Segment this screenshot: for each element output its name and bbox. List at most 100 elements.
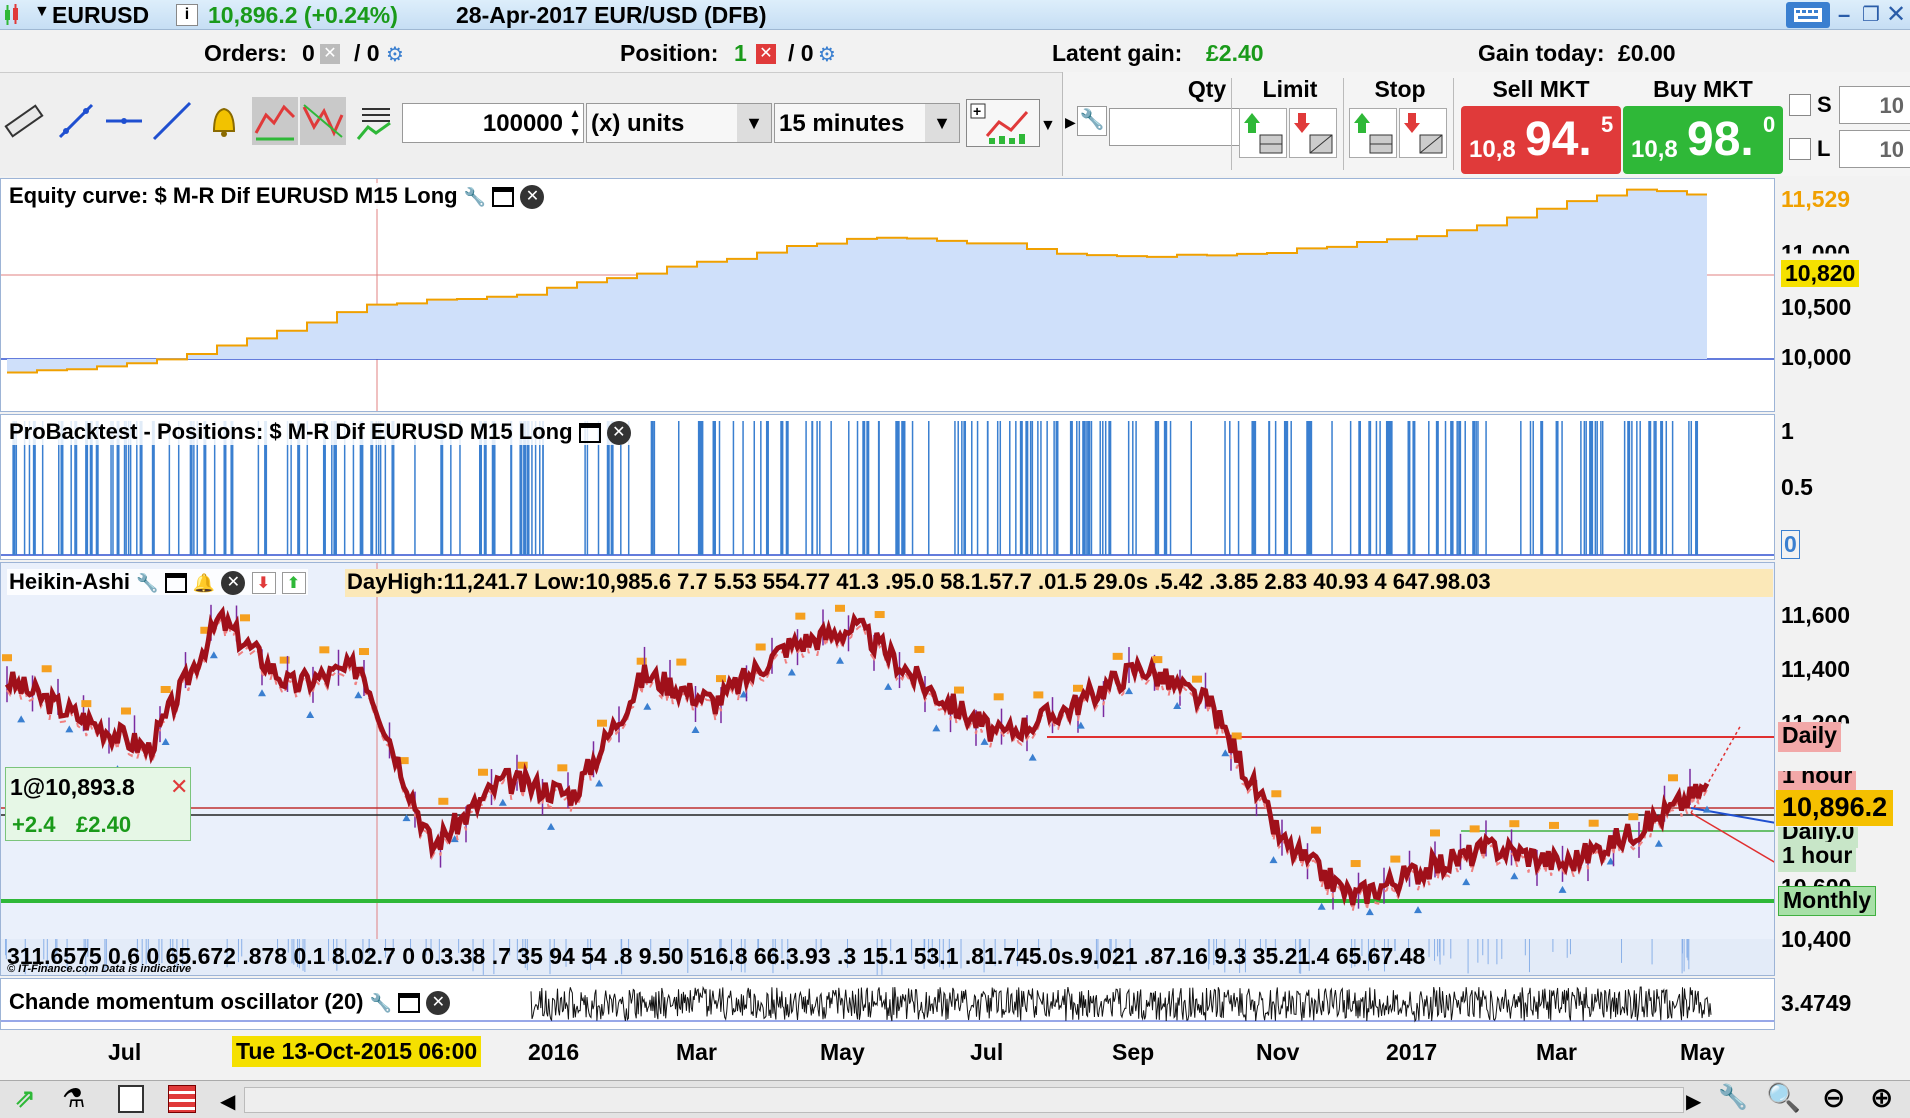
limit-sell-icon[interactable] bbox=[1289, 108, 1337, 158]
maximize-icon[interactable] bbox=[164, 573, 187, 594]
add-indicator-icon[interactable]: + bbox=[966, 99, 1040, 147]
wrench-icon[interactable]: 🔧 bbox=[369, 993, 393, 1013]
position-settings-icon[interactable]: ⚙ bbox=[818, 44, 836, 66]
heikin-ashi-chart[interactable] bbox=[1, 563, 1775, 976]
line-tool-icon[interactable] bbox=[56, 101, 96, 141]
buy-market-button[interactable]: 10,8 98. 0 bbox=[1623, 106, 1783, 174]
stack-icon[interactable] bbox=[168, 1085, 196, 1113]
chart-type-icon[interactable]: ⇗ bbox=[14, 1083, 36, 1113]
stop-buy-icon[interactable] bbox=[1349, 108, 1397, 158]
instrument-dropdown-icon[interactable]: ▼ bbox=[34, 3, 50, 20]
gain-today-value: £0.00 bbox=[1618, 40, 1676, 66]
close-icon[interactable]: ✕ bbox=[520, 185, 545, 210]
indicator-icon[interactable]: ⚗ bbox=[62, 1083, 86, 1113]
position-tag[interactable]: 1@10,893.8 ✕ +2.4 £2.40 bbox=[5, 767, 191, 841]
sell-market-button[interactable]: 10,8 94. 5 bbox=[1461, 106, 1621, 174]
wrench-icon[interactable]: 🔧 bbox=[463, 187, 487, 207]
zoom-fit-icon[interactable]: 🔍 bbox=[1766, 1082, 1801, 1113]
scroll-right-icon[interactable]: ▶ bbox=[1686, 1091, 1702, 1113]
buy-marker bbox=[1028, 753, 1037, 761]
timeframe-select[interactable]: 15 minutes ▼ bbox=[774, 103, 960, 143]
close-window-icon[interactable]: ✕ bbox=[1886, 1, 1907, 28]
equity-line bbox=[7, 188, 1707, 374]
stop-checkbox[interactable] bbox=[1789, 94, 1811, 116]
buy-price-fraction: 0 bbox=[1763, 112, 1776, 137]
zoom-in-icon[interactable]: ⊕ bbox=[1870, 1082, 1894, 1113]
buy-marker bbox=[354, 691, 363, 699]
keyboard-icon[interactable] bbox=[1786, 2, 1830, 28]
close-icon[interactable]: ✕ bbox=[606, 421, 631, 446]
horizontal-line-icon[interactable] bbox=[104, 101, 144, 141]
sell-marker bbox=[1469, 825, 1480, 833]
triangle-right-icon[interactable]: ▶ bbox=[1065, 114, 1076, 130]
minimize-icon[interactable]: – bbox=[1838, 2, 1851, 27]
sell-marker bbox=[1509, 820, 1520, 828]
cancel-orders-icon[interactable]: ✕ bbox=[320, 44, 340, 64]
wrench-icon[interactable]: 🔧 bbox=[1077, 106, 1107, 136]
buy-marker bbox=[643, 702, 652, 710]
units-input[interactable]: 100000 ▲ ▼ bbox=[402, 103, 584, 143]
price-scale-10400: 10,400 bbox=[1781, 926, 1852, 952]
xaxis-label: Jul bbox=[970, 1039, 1004, 1065]
maximize-icon[interactable] bbox=[492, 187, 515, 208]
buy-marker bbox=[209, 651, 218, 659]
units-mode-select[interactable]: (x) units ▼ bbox=[586, 103, 772, 143]
candle-icon[interactable] bbox=[4, 4, 18, 26]
sell-mkt-label: Sell MKT bbox=[1492, 76, 1590, 102]
channel-tool-icon[interactable] bbox=[252, 97, 298, 145]
chevron-down-icon[interactable]: ▼ bbox=[925, 104, 959, 142]
buy-marker bbox=[1173, 701, 1182, 709]
positions-scale: 1 0.5 0 bbox=[1775, 414, 1910, 560]
ruler-icon[interactable] bbox=[4, 101, 44, 141]
xaxis-label: 2016 bbox=[528, 1039, 580, 1065]
cmo-chart[interactable] bbox=[1, 979, 1775, 1030]
price-scale-11600: 11,600 bbox=[1781, 602, 1851, 628]
chevron-down-icon[interactable]: ▼ bbox=[737, 104, 771, 142]
xaxis-label: May bbox=[820, 1039, 865, 1065]
instrument-symbol[interactable]: EURUSD bbox=[52, 2, 150, 28]
close-position-icon[interactable]: ✕ bbox=[170, 774, 189, 799]
day-high-low-overlay: DayHigh:11,241.7 Low:10,985.6 7.7 5.53 5… bbox=[345, 569, 1773, 597]
wrench-icon[interactable]: 🔧 bbox=[1718, 1084, 1748, 1111]
sell-marker bbox=[835, 604, 845, 612]
equity-curve-chart[interactable] bbox=[1, 179, 1775, 412]
alert-bell-icon[interactable] bbox=[204, 101, 244, 141]
close-icon[interactable]: ✕ bbox=[426, 991, 451, 1016]
sell-marker bbox=[359, 648, 369, 656]
l-input[interactable]: 10 bbox=[1839, 130, 1910, 168]
orders-value[interactable]: 0 bbox=[302, 40, 315, 66]
sell-marker bbox=[1271, 790, 1282, 798]
position-value[interactable]: 1 bbox=[734, 40, 747, 66]
maximize-icon[interactable] bbox=[398, 993, 421, 1014]
orders-settings-icon[interactable]: ⚙ bbox=[386, 44, 404, 66]
info-icon[interactable]: i bbox=[176, 4, 198, 26]
list-icon[interactable] bbox=[118, 1085, 144, 1113]
limit-checkbox[interactable] bbox=[1789, 138, 1811, 160]
scroll-left-icon[interactable]: ◀ bbox=[220, 1091, 236, 1113]
wrench-icon[interactable]: 🔧 bbox=[136, 573, 159, 593]
position-label: Position: bbox=[620, 40, 719, 66]
maximize-icon[interactable] bbox=[578, 423, 601, 444]
indicator-tool-icon[interactable] bbox=[354, 101, 394, 141]
ha-price-line bbox=[4, 605, 1710, 906]
close-icon[interactable]: ✕ bbox=[221, 571, 246, 596]
equity-scale-top: 11,529 bbox=[1781, 186, 1851, 212]
trend-line-icon[interactable] bbox=[152, 101, 192, 141]
xaxis-label: Mar bbox=[1536, 1039, 1577, 1065]
stop-sell-icon[interactable] bbox=[1399, 108, 1447, 158]
restore-icon[interactable]: ❐ bbox=[1862, 4, 1880, 26]
zoom-out-icon[interactable]: ⊖ bbox=[1822, 1082, 1846, 1113]
stepper-icon[interactable]: ▲ ▼ bbox=[569, 106, 581, 139]
positions-scale-0: 0 bbox=[1781, 530, 1800, 559]
pattern-tool-icon[interactable] bbox=[300, 97, 346, 145]
s-input[interactable]: 10 bbox=[1839, 86, 1910, 124]
bell-icon[interactable]: 🔔 bbox=[192, 573, 216, 593]
horizontal-scrollbar[interactable] bbox=[244, 1087, 1684, 1113]
chevron-down-icon[interactable]: ▼ bbox=[1040, 117, 1056, 134]
sell-arrow-icon[interactable]: ⬇ bbox=[251, 572, 276, 595]
close-position-icon[interactable]: ✕ bbox=[756, 44, 776, 64]
buy-arrow-icon[interactable]: ⬆ bbox=[281, 572, 306, 595]
sell-marker bbox=[1192, 675, 1202, 683]
limit-buy-icon[interactable] bbox=[1239, 108, 1287, 158]
order-panel: ▶ 🔧 Qty 2 Limit Stop Sell MKT 10,8 94. 5… bbox=[1062, 72, 1910, 176]
